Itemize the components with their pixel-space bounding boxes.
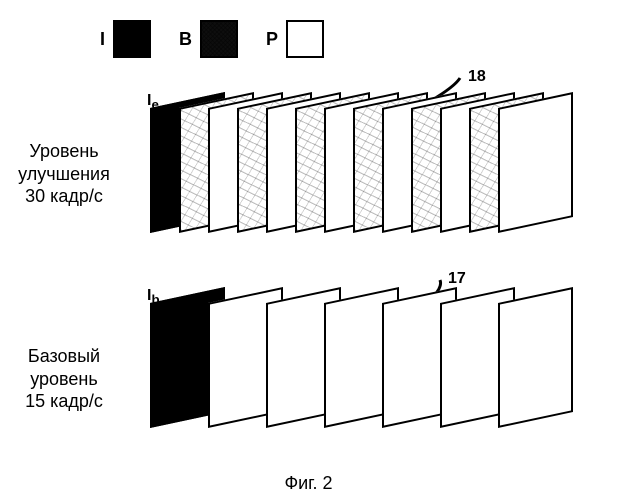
enhancement-arrow-icon <box>0 0 617 500</box>
enhancement-label: Уровень улучшения 30 кадр/с <box>4 140 124 208</box>
diagram-root: I B P Ie Уровень улучшения 30 кадр/с 18 … <box>0 0 617 500</box>
legend-label-b: B <box>179 29 192 50</box>
base-label-line1: Базовый <box>28 346 100 366</box>
enhancement-label-line1: Уровень <box>29 141 98 161</box>
legend-item-b: B <box>179 20 238 58</box>
base-frame <box>498 287 573 428</box>
enhancement-label-line3: 30 кадр/с <box>25 186 103 206</box>
base-pointer-label: 17 <box>448 270 466 288</box>
swatch-b <box>200 20 238 58</box>
base-label-line3: 15 кадр/с <box>25 391 103 411</box>
base-arrow-icon <box>0 0 617 500</box>
base-label: Базовый уровень 15 кадр/с <box>4 345 124 413</box>
base-label-line2: уровень <box>30 369 98 389</box>
enhancement-pointer-label: 18 <box>468 68 486 86</box>
swatch-i <box>113 20 151 58</box>
enhancement-label-line2: улучшения <box>18 164 110 184</box>
legend-label-i: I <box>100 29 105 50</box>
enhancement-frame <box>498 92 573 233</box>
legend-item-i: I <box>100 20 151 58</box>
legend-item-p: P <box>266 20 324 58</box>
legend-label-p: P <box>266 29 278 50</box>
figure-caption: Фиг. 2 <box>0 473 617 494</box>
legend: I B P <box>100 20 324 58</box>
swatch-p <box>286 20 324 58</box>
